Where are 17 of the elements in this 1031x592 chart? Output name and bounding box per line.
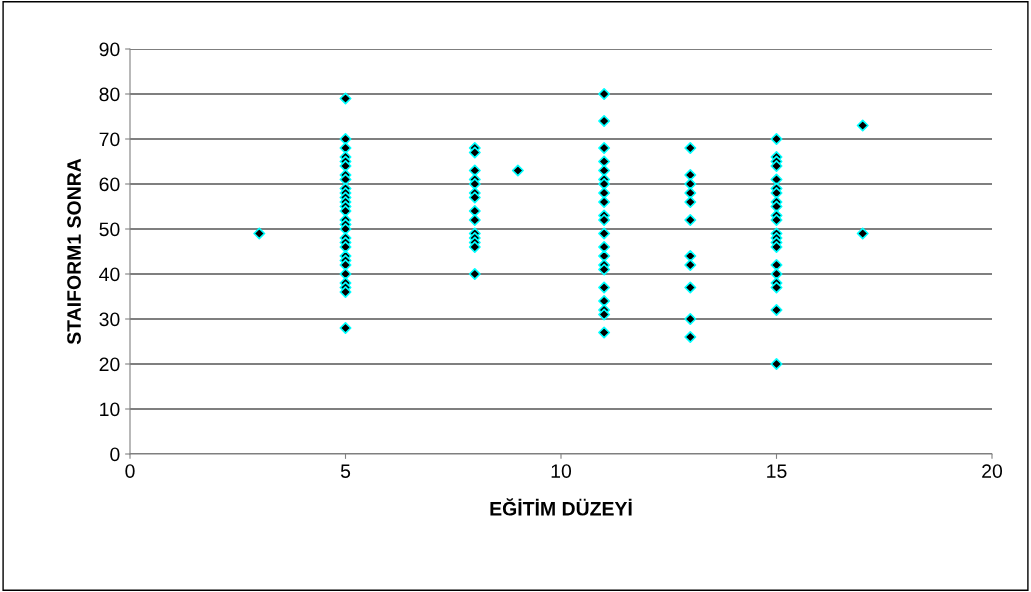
y-tick-label: 80 xyxy=(99,87,120,102)
y-tick-label: 60 xyxy=(99,177,120,192)
x-tick-label: 0 xyxy=(125,464,135,478)
y-tick-label: 10 xyxy=(100,402,120,417)
y-tick-label: 70 xyxy=(99,132,120,147)
y-tick-label: 90 xyxy=(99,42,120,57)
x-tick-label: 5 xyxy=(340,464,351,478)
x-tick-label: 10 xyxy=(551,464,572,478)
x-tick-label: 20 xyxy=(982,464,1003,478)
y-tick-label: 20 xyxy=(99,357,120,372)
y-tick-label: 50 xyxy=(99,222,120,237)
y-tick-label: 0 xyxy=(110,447,120,462)
x-tick-label: 15 xyxy=(767,464,787,478)
y-axis-title: STAIFORM1 SONRA xyxy=(67,158,81,345)
y-tick-label: 30 xyxy=(99,312,120,327)
y-tick-label: 40 xyxy=(99,267,120,282)
x-axis-title: EĞİTİM DÜZEYİ xyxy=(490,498,632,516)
